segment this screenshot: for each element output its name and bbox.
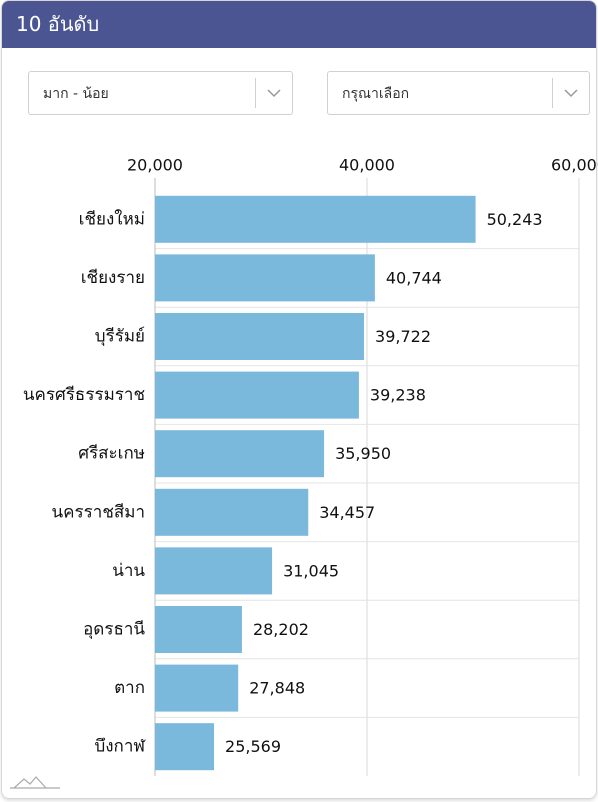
bar: [155, 254, 375, 302]
y-tick-label: บุรีรัมย์: [95, 327, 145, 347]
bar: [155, 313, 365, 360]
value-label: 35,950: [335, 444, 391, 463]
y-tick-label: อุดรธานี: [83, 620, 145, 640]
value-label: 28,202: [253, 620, 309, 639]
chevron: [255, 78, 292, 108]
bar: [155, 723, 215, 771]
y-tick-label: ศรีสะเกษ: [78, 444, 145, 464]
bar: [155, 195, 476, 243]
x-tick-label: 20,000: [127, 156, 183, 175]
bar: [155, 664, 239, 712]
value-label: 39,238: [370, 386, 426, 405]
y-tick-label: น่าน: [112, 561, 145, 581]
bar: [155, 606, 242, 653]
y-tick-label: ตาก: [114, 678, 145, 698]
value-label: 31,045: [283, 561, 339, 580]
value-label: 39,722: [375, 327, 431, 346]
y-tick-label: นครศรีธรรมราช: [23, 385, 145, 405]
value-label: 50,243: [487, 210, 543, 229]
value-label: 27,848: [249, 679, 305, 698]
value-label: 25,569: [225, 737, 281, 756]
y-tick-label: เชียงใหม่: [79, 208, 145, 229]
header-title: 10 อันดับ: [2, 1, 596, 48]
y-tick-label: บึงกาฬ: [94, 737, 146, 757]
logo-icon: [10, 776, 60, 789]
chevron: [552, 78, 589, 108]
x-tick-label: 60,000: [551, 156, 598, 175]
sort-value: มาก - น้อย: [43, 86, 109, 102]
filter-dropdown[interactable]: กรุณาเลือก: [327, 71, 590, 115]
sort-dropdown[interactable]: มาก - น้อย: [28, 71, 293, 115]
bar: [155, 488, 309, 536]
y-tick-label: เชียงราย: [81, 268, 145, 288]
bar: [155, 430, 325, 478]
bar: [155, 371, 359, 419]
y-tick-label: นครราชสีมา: [52, 502, 145, 522]
x-tick-label: 40,000: [339, 156, 395, 175]
value-label: 34,457: [319, 503, 375, 522]
bar: [155, 547, 273, 595]
value-label: 40,744: [386, 268, 442, 287]
filter-value: กรุณาเลือก: [342, 86, 410, 102]
